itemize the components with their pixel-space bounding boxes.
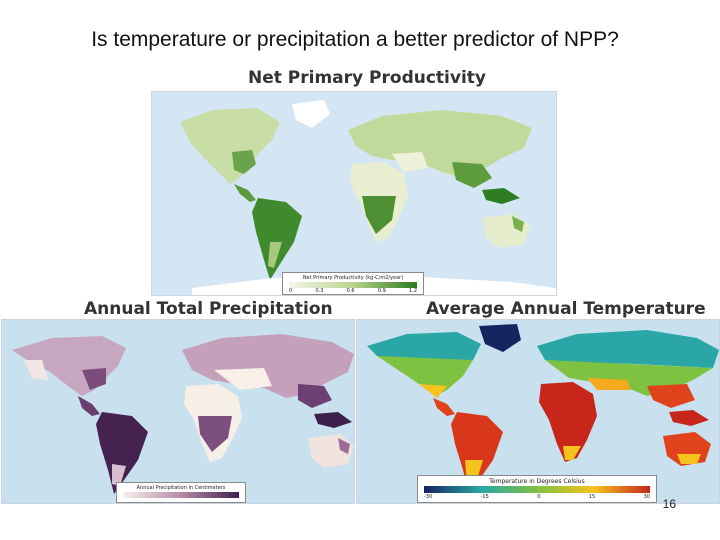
npp-map: Net Primary Productivity (kg-C/m2/year) … [151,91,557,296]
precip-map-graphic [2,320,354,503]
precip-legend: Annual Precipitation in Centimeters [116,482,246,503]
temp-tick: 0 [537,494,541,500]
temp-map-title: Average Annual Temperature [426,299,706,319]
npp-map-graphic [152,92,556,295]
npp-tick: 0.6 [346,288,355,294]
npp-tick: 0 [289,288,293,294]
precip-legend-bar [123,492,239,498]
npp-legend-ticks: 0 0.3 0.6 0.9 1.2 [289,288,417,294]
temp-tick: -15 [480,494,489,500]
npp-tick: 0.9 [377,288,386,294]
npp-legend-title: Net Primary Productivity (kg-C/m2/year) [302,275,404,281]
temp-tick: 15 [588,494,596,500]
precip-map-title: Annual Total Precipitation [84,299,333,319]
npp-tick: 1.2 [409,288,417,294]
temp-tick: -30 [424,494,433,500]
precip-map: Annual Precipitation in Centimeters [1,319,355,504]
npp-map-title: Net Primary Productivity [248,68,486,88]
temp-legend-bar [424,486,650,493]
temp-tick: 30 [643,494,650,500]
npp-legend: Net Primary Productivity (kg-C/m2/year) … [282,272,424,295]
temp-legend: Temperature in Degrees Celsius -30 -15 0… [417,475,657,503]
npp-tick: 0.3 [315,288,324,294]
temp-map-graphic [357,320,719,503]
slide-question: Is temperature or precipitation a better… [91,28,619,51]
npp-legend-bar [289,282,417,288]
temp-map: Temperature in Degrees Celsius -30 -15 0… [356,319,720,504]
precip-legend-title: Annual Precipitation in Centimeters [136,485,226,491]
temp-legend-title: Temperature in Degrees Celsius [489,478,585,485]
temp-legend-ticks: -30 -15 0 15 30 [424,494,650,500]
page-number: 16 [662,497,676,511]
